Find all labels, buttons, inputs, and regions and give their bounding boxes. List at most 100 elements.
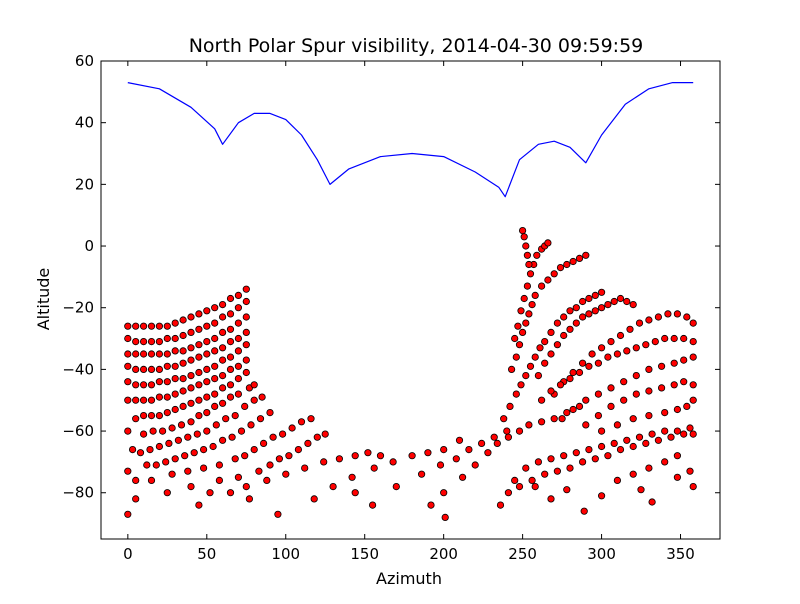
x-tick-label: 0: [123, 545, 133, 563]
scatter-point: [550, 270, 558, 278]
scatter-point: [155, 393, 163, 401]
y-tick-label: −40: [62, 360, 94, 378]
scatter-point: [171, 455, 179, 463]
scatter-point: [274, 510, 282, 518]
scatter-point: [523, 282, 532, 290]
scatter-point: [673, 452, 682, 460]
scatter-point: [613, 476, 622, 484]
scatter-point: [310, 495, 318, 503]
scatter-point: [597, 344, 606, 352]
scatter-point: [689, 482, 697, 491]
scatter-point: [632, 371, 640, 380]
scatter-point: [547, 387, 555, 395]
scatter-point: [234, 362, 242, 370]
y-tick-label: 20: [75, 175, 94, 193]
scatter-point: [241, 452, 249, 460]
scatter-point: [179, 402, 187, 410]
scatter-point: [313, 433, 321, 441]
scatter-point: [132, 350, 140, 358]
scatter-point: [556, 381, 565, 389]
scatter-point: [582, 396, 590, 404]
scatter-point: [506, 402, 514, 410]
scatter-point: [572, 449, 580, 457]
scatter-point: [187, 356, 195, 364]
scatter-point: [179, 331, 187, 340]
scatter-point: [588, 350, 596, 358]
scatter-point: [159, 427, 167, 435]
scatter-point: [226, 353, 235, 361]
x-tick-label: 50: [197, 545, 216, 563]
scatter-point: [219, 300, 227, 309]
scatter-point: [171, 319, 179, 327]
scatter-point: [642, 439, 650, 447]
scatter-point: [613, 350, 622, 358]
scatter-point: [269, 433, 277, 441]
scatter-point: [645, 411, 653, 420]
scatter-point: [255, 467, 263, 475]
scatter-point: [566, 325, 574, 333]
scatter-point: [566, 374, 574, 383]
scatter-point: [417, 470, 426, 478]
scatter-point: [348, 473, 356, 481]
scatter-point: [203, 408, 211, 417]
scatter-point: [301, 464, 309, 472]
scatter-point: [259, 439, 268, 447]
scatter-point: [155, 337, 163, 346]
scatter-point: [585, 310, 593, 318]
scatter-point: [171, 347, 179, 355]
scatter-point: [526, 362, 535, 370]
scatter-point: [140, 337, 148, 346]
scatter-point: [623, 436, 631, 444]
scatter-point: [591, 291, 599, 299]
scatter-point: [534, 458, 543, 466]
scatter-point: [575, 368, 584, 377]
scatter-point: [536, 344, 544, 352]
scatter-point: [187, 328, 195, 336]
scatter-point: [163, 393, 171, 401]
scatter-point: [578, 458, 587, 466]
scatter-point: [211, 390, 219, 398]
scatter-point: [465, 445, 473, 454]
scatter-point: [181, 452, 189, 460]
scatter-point: [528, 300, 536, 309]
scatter-point: [528, 476, 536, 484]
scatter-point: [147, 411, 156, 420]
scatter-point: [247, 421, 255, 429]
scatter-point: [370, 464, 378, 472]
scatter-point: [211, 402, 219, 410]
scatter-point: [537, 282, 546, 290]
scatter-point: [673, 310, 682, 318]
scatter-point: [680, 356, 688, 364]
scatter-point: [452, 455, 460, 463]
scatter-point: [607, 384, 615, 392]
scatter-point: [231, 411, 239, 420]
plot-marks: [124, 81, 697, 522]
scatter-point: [566, 464, 574, 472]
scatter-point: [250, 445, 258, 454]
scatter-point: [520, 294, 528, 303]
scatter-point: [288, 424, 296, 432]
scatter-point: [140, 350, 148, 358]
scatter-point: [563, 408, 571, 417]
scatter-point: [140, 396, 148, 404]
scatter-point: [526, 270, 535, 278]
scatter-point: [203, 378, 211, 386]
scatter-point: [517, 381, 525, 389]
scatter-point: [203, 427, 211, 435]
scatter-point: [163, 350, 171, 358]
scatter-point: [580, 507, 588, 515]
scatter-point: [563, 260, 571, 269]
scatter-point: [219, 436, 227, 444]
scatter-point: [187, 399, 195, 407]
scatter-point: [226, 294, 235, 303]
scatter-point: [680, 334, 688, 343]
scatter-point: [278, 430, 287, 438]
series-line: [127, 81, 694, 198]
scatter-point: [155, 378, 163, 386]
scatter-point: [620, 396, 628, 404]
scatter-point: [604, 353, 612, 361]
scatter-point: [657, 384, 666, 392]
scatter-point: [560, 331, 568, 340]
scatter-point: [171, 374, 179, 383]
